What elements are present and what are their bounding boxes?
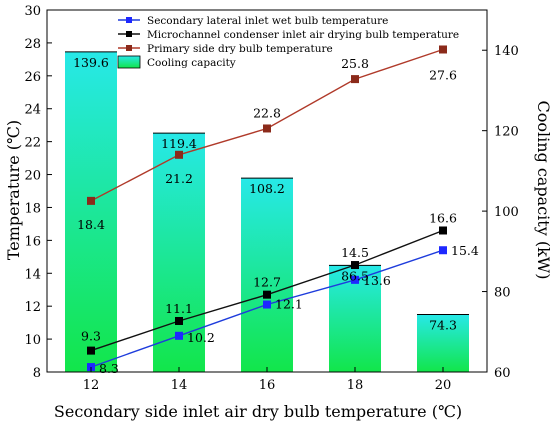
series-2-point — [263, 290, 271, 299]
legend-label: Microchannel condenser inlet air drying … — [147, 29, 459, 41]
bar — [417, 314, 469, 372]
legend-layer: Secondary lateral inlet wet bulb tempera… — [117, 15, 459, 69]
series-1-value-label: 12.1 — [275, 297, 303, 312]
y-tick-label: 28 — [24, 37, 41, 52]
series-2-value-label: 11.1 — [165, 301, 193, 316]
y-tick-label: 14 — [24, 267, 41, 282]
x-tick-label: 14 — [171, 378, 188, 393]
y-tick-label: 26 — [24, 70, 41, 85]
legend-bar-swatch — [117, 55, 141, 69]
x-tick-label: 20 — [435, 378, 452, 393]
y2-tick-label: 80 — [494, 286, 511, 301]
series-2-value-label: 12.7 — [253, 275, 281, 290]
series-1-point — [175, 331, 183, 340]
y2-axis-label: Cooling capacity (kW) — [534, 101, 550, 280]
series-1-value-label: 10.2 — [187, 330, 215, 345]
y-tick-label: 8 — [33, 366, 41, 381]
x-tick-label: 12 — [83, 378, 100, 393]
series-1-point — [439, 246, 447, 255]
series-3-point — [351, 75, 359, 84]
legend-label: Cooling capacity — [147, 57, 236, 69]
labels-layer: 139.6 119.4 108.2 86.5 74.3 8.3 10.2 12.1 13.6 15… — [73, 55, 479, 376]
series-1-value-label: 8.3 — [99, 361, 119, 376]
bar-value-label: 74.3 — [429, 317, 457, 332]
y2-tick-label: 60 — [494, 366, 511, 381]
y-tick-label: 12 — [24, 300, 41, 315]
series-1-value-label: 15.4 — [451, 243, 479, 258]
series-3-point — [439, 45, 447, 54]
legend-marker — [126, 31, 132, 37]
x-tick-label: 18 — [347, 378, 364, 393]
series-3-point — [175, 150, 183, 159]
legend-marker — [126, 45, 132, 51]
bar-value-label: 119.4 — [161, 136, 197, 151]
series-1-point — [263, 300, 271, 309]
series-3-value-label: 18.4 — [77, 217, 105, 232]
y-tick-label: 16 — [24, 234, 41, 249]
bar-value-label: 108.2 — [249, 181, 285, 196]
legend-label: Secondary lateral inlet wet bulb tempera… — [147, 15, 388, 27]
series-2-point — [175, 316, 183, 325]
series-3-value-label: 25.8 — [341, 56, 369, 71]
y-tick-label: 18 — [24, 201, 41, 216]
series-2-value-label: 14.5 — [341, 245, 369, 260]
bar — [241, 178, 293, 372]
axes-layer: 8 10 12 14 16 18 20 22 24 26 28 30 60 80 100 120 140 12 14… — [24, 4, 518, 393]
x-tick-label: 16 — [259, 378, 276, 393]
legend-label: Primary side dry bulb temperature — [147, 43, 333, 55]
bar-value-label: 139.6 — [73, 55, 109, 70]
bar — [65, 51, 117, 372]
bars-layer — [65, 51, 469, 372]
series-2-value-label: 16.6 — [429, 210, 457, 225]
series-3-value-label: 27.6 — [429, 67, 457, 82]
legend-marker — [126, 17, 132, 23]
series-2-point — [439, 226, 447, 235]
series-1-value-label: 13.6 — [363, 273, 391, 288]
series-3-value-label: 21.2 — [165, 171, 193, 186]
y-tick-label: 30 — [24, 4, 41, 19]
series-2-value-label: 9.3 — [81, 329, 101, 344]
series-1-point — [351, 275, 359, 284]
y-tick-label: 10 — [24, 333, 41, 348]
series-2-point — [351, 261, 359, 270]
y-tick-label: 24 — [24, 103, 41, 118]
x-axis-label: Secondary side inlet air dry bulb temper… — [54, 402, 462, 421]
series-3-point — [263, 124, 271, 133]
series-3-value-label: 22.8 — [253, 105, 281, 120]
y2-tick-label: 140 — [494, 44, 519, 59]
y-tick-label: 22 — [24, 136, 41, 151]
series-3-point — [87, 196, 95, 205]
y-axis-label: Temperature (℃) — [4, 120, 23, 260]
y2-tick-label: 120 — [494, 125, 519, 140]
series-2-point — [87, 346, 95, 355]
y-tick-label: 20 — [24, 169, 41, 184]
bar-value-label: 86.5 — [341, 268, 369, 283]
y2-tick-label: 100 — [494, 205, 519, 220]
